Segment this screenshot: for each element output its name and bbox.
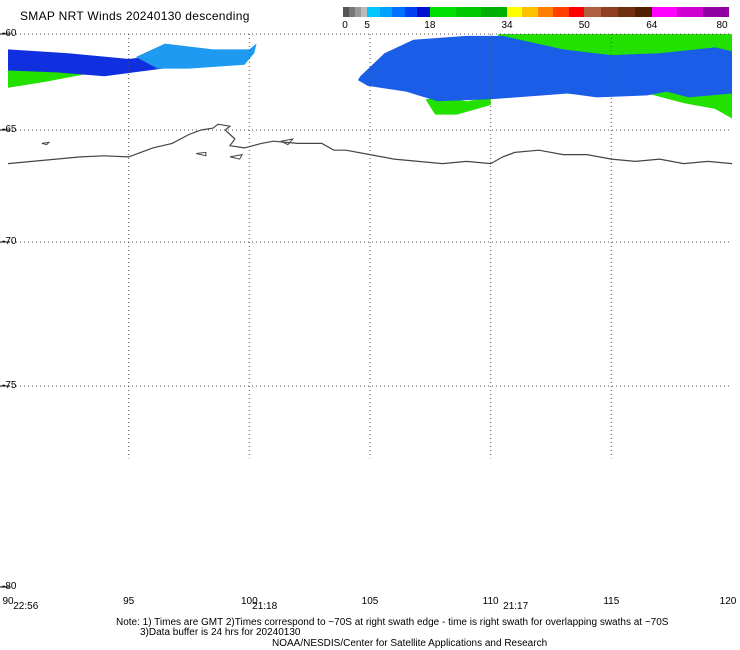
- coastline-island: [280, 138, 295, 146]
- latitude-label: -60: [2, 28, 17, 39]
- colorbar-swatch: [367, 7, 380, 17]
- note-line-1: Note: 1) Times are GMT 2)Times correspon…: [116, 617, 669, 628]
- longitude-label: 115: [603, 596, 620, 607]
- colorbar-swatch: [506, 7, 523, 17]
- colorbar-swatch: [349, 7, 356, 17]
- wind-swath: [357, 35, 732, 102]
- colorbar-label: 34: [501, 20, 513, 31]
- longitude-label: 120: [719, 596, 737, 607]
- latitude-label: -70: [2, 236, 17, 247]
- colorbar-label: 80: [716, 20, 728, 31]
- colorbar-swatch: [537, 7, 554, 17]
- swath-time-label: 22:56: [13, 601, 39, 612]
- coastline: [7, 123, 733, 165]
- coastline-island: [196, 151, 207, 157]
- colorbar-swatch: [553, 7, 569, 17]
- colorbar-label: 0: [342, 20, 348, 31]
- longitude-label: 95: [123, 596, 135, 607]
- colorbar-label: 5: [364, 20, 370, 31]
- colorbar-swatch: [568, 7, 585, 17]
- colorbar-swatch: [355, 7, 362, 17]
- colorbar-swatch: [379, 7, 393, 17]
- coastline-island: [229, 153, 244, 160]
- credit-line: NOAA/NESDIS/Center for Satellite Applica…: [272, 638, 548, 649]
- colorbar-swatch: [703, 7, 729, 17]
- latitude-label: -65: [2, 124, 17, 135]
- map-title: SMAP NRT Winds 20240130 descending: [20, 9, 250, 23]
- colorbar-swatch: [634, 7, 652, 17]
- latitude-label: -80: [2, 581, 17, 592]
- colorbar-swatch: [617, 7, 635, 17]
- colorbar-swatch: [455, 7, 482, 17]
- colorbar-swatch: [392, 7, 405, 17]
- colorbar-swatch: [481, 7, 507, 17]
- colorbar-swatch: [343, 7, 350, 17]
- colorbar-swatch: [361, 7, 368, 17]
- longitude-label: 105: [361, 596, 379, 607]
- colorbar-swatch: [404, 7, 418, 17]
- colorbar-swatch: [677, 7, 704, 17]
- lat-lon-grid: [0, 33, 732, 588]
- wind-swath: [8, 49, 163, 77]
- wind-swath: [425, 97, 491, 115]
- latitude-label: -75: [2, 380, 17, 391]
- colorbar-swatch: [417, 7, 430, 17]
- colorbar-swatch: [584, 7, 601, 17]
- swath-time-label: 21:17: [503, 601, 529, 612]
- coastline-island: [41, 141, 51, 146]
- note-line-2: 3)Data buffer is 24 hrs for 20240130: [140, 627, 301, 638]
- colorbar-label: 50: [578, 20, 590, 31]
- wind-swath: [135, 43, 257, 69]
- colorbar-swatch: [601, 7, 618, 17]
- swath-time-label: 21:18: [252, 601, 278, 612]
- longitude-label: 100: [240, 596, 258, 607]
- colorbar-swatch: [651, 7, 678, 17]
- colorbar-label: 64: [646, 20, 658, 31]
- wind-swaths: [8, 34, 732, 119]
- antarctic-coastline: [7, 123, 733, 165]
- longitude-label: 110: [482, 596, 499, 607]
- colorbar-swatch: [522, 7, 538, 17]
- wind-speed-colorbar: [343, 7, 729, 17]
- colorbar-swatch: [429, 7, 456, 17]
- colorbar-label: 18: [424, 20, 436, 31]
- longitude-label: 90: [2, 596, 14, 607]
